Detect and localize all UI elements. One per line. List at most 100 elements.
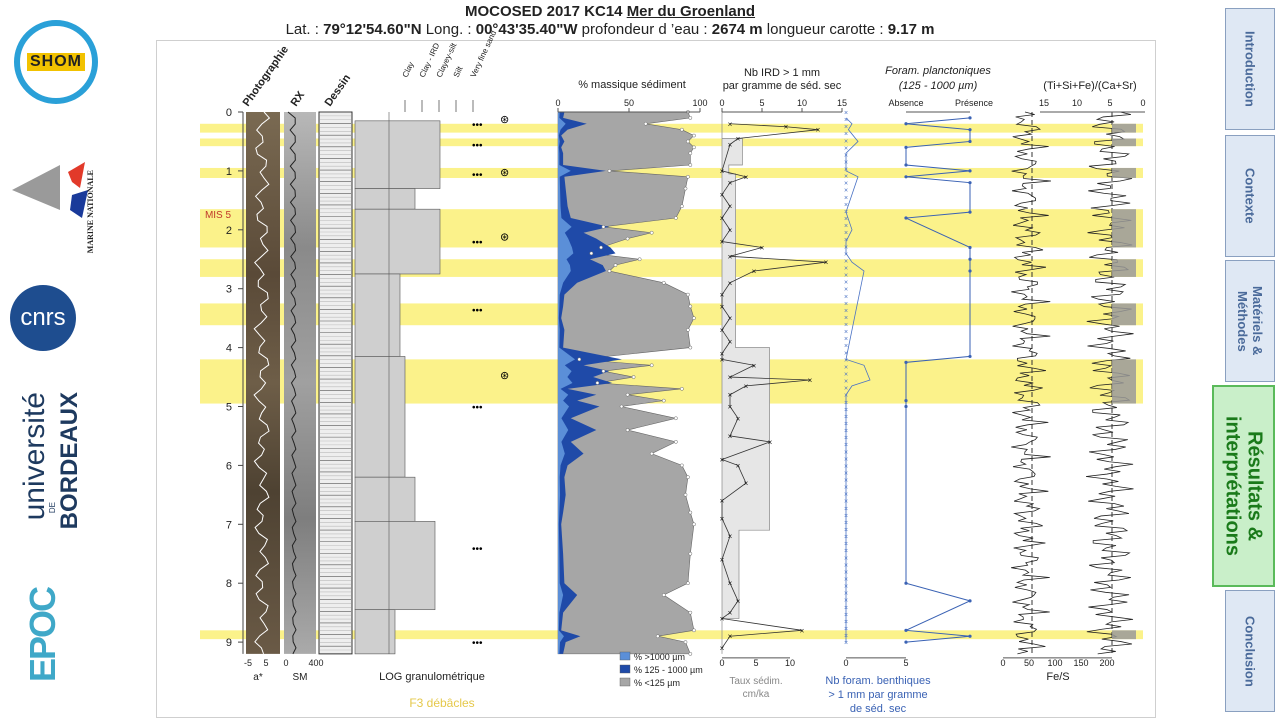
benthic-point: × bbox=[844, 499, 848, 506]
rx-header: RX bbox=[289, 89, 308, 109]
ird-point: × bbox=[744, 173, 749, 182]
ird-tick-label: 5 bbox=[759, 98, 764, 108]
ird-point: × bbox=[736, 135, 741, 144]
sed-label-1: Taux sédim. bbox=[729, 676, 782, 687]
mass-point bbox=[607, 169, 612, 173]
benthic-point: × bbox=[844, 195, 848, 202]
ird-point: × bbox=[720, 190, 725, 199]
ird-point: × bbox=[728, 432, 733, 441]
xrf-tick-label: 0 bbox=[1140, 98, 1145, 108]
ird-point: × bbox=[728, 373, 733, 382]
sed-tick-label: 0 bbox=[719, 658, 724, 668]
mass-point bbox=[674, 439, 678, 444]
ird-point: × bbox=[816, 126, 821, 135]
depth-tick-label: 5 bbox=[226, 402, 232, 414]
log-block bbox=[354, 208, 441, 275]
mass-point bbox=[688, 551, 693, 556]
ird-header-2: par gramme de séd. sec bbox=[723, 80, 842, 92]
xrf-tick-label: 15 bbox=[1039, 98, 1049, 108]
ird-point: × bbox=[728, 579, 733, 588]
benthic-point: × bbox=[844, 357, 848, 364]
benthic-point: × bbox=[844, 167, 848, 174]
benthic-point: × bbox=[844, 379, 848, 386]
nav-materiels-methodes[interactable]: Matériels & Méthodes bbox=[1225, 260, 1275, 382]
cnrs-logo: cnrs bbox=[10, 285, 76, 351]
title-part: 00°43'35.40"W bbox=[475, 21, 578, 38]
log-block bbox=[354, 188, 416, 210]
benthic-point: × bbox=[844, 555, 848, 562]
mass-point bbox=[688, 652, 693, 656]
title-part: 9.17 m bbox=[887, 21, 935, 38]
benthic-point: × bbox=[844, 223, 848, 230]
ird-point: × bbox=[720, 291, 725, 300]
mass-point bbox=[692, 316, 696, 320]
ird-point: × bbox=[800, 626, 805, 635]
benthic-point: × bbox=[844, 350, 848, 357]
benthic-point: × bbox=[844, 188, 848, 195]
plankton-absence: Absence bbox=[888, 98, 923, 108]
log-label: LOG granulométrique bbox=[379, 671, 485, 683]
ird-point: × bbox=[744, 382, 749, 391]
mass-header: % massique sédiment bbox=[578, 79, 686, 91]
ird-point: × bbox=[728, 252, 733, 261]
benthic-point: × bbox=[844, 372, 848, 379]
xrf-ratio-line bbox=[1011, 111, 1052, 655]
benthic-point: × bbox=[844, 230, 848, 237]
ird-point: × bbox=[744, 479, 749, 488]
ird-header-1: Nb IRD > 1 mm bbox=[744, 67, 820, 79]
a-star-tick: 5 bbox=[263, 658, 268, 668]
depth-tick-label: 6 bbox=[226, 460, 232, 472]
benthic-point: × bbox=[844, 117, 848, 124]
benthic-point: × bbox=[844, 258, 848, 265]
ird-point: × bbox=[720, 326, 725, 335]
benthic-point: × bbox=[844, 294, 848, 301]
mass-point bbox=[680, 386, 684, 391]
mass-point bbox=[683, 186, 688, 191]
benthic-point: × bbox=[844, 598, 848, 605]
mass-125-1000-area bbox=[558, 112, 622, 654]
ird-point: × bbox=[728, 338, 733, 347]
nav-conclusion[interactable]: Conclusion bbox=[1225, 590, 1275, 712]
mass-point bbox=[686, 475, 690, 480]
log-block bbox=[354, 609, 396, 655]
benthic-label-3: de séd. sec bbox=[850, 703, 907, 715]
plankton-point bbox=[968, 354, 972, 359]
nav-introduction[interactable]: Introduction bbox=[1225, 8, 1275, 130]
benthic-point: × bbox=[844, 633, 848, 640]
log-block bbox=[354, 273, 401, 357]
mass-point bbox=[686, 139, 690, 144]
benthic-point: × bbox=[844, 591, 848, 598]
benthic-point: × bbox=[844, 619, 848, 626]
benthic-point: × bbox=[844, 421, 848, 428]
benthic-point: × bbox=[844, 244, 848, 251]
sed-tick-label: 10 bbox=[785, 658, 795, 668]
fes-tick-label: 150 bbox=[1073, 658, 1088, 668]
plankton-point bbox=[968, 181, 972, 185]
benthic-label-1: Nb foram. benthiques bbox=[825, 675, 931, 687]
mass-point bbox=[601, 225, 606, 229]
benthic-point: × bbox=[844, 237, 848, 244]
xrf-gray-fill bbox=[1112, 123, 1136, 133]
figure-panel bbox=[156, 40, 1156, 718]
mass-point bbox=[649, 363, 654, 368]
foram-symbol: ⊛ bbox=[500, 114, 509, 126]
benthic-point: × bbox=[844, 343, 848, 350]
depth-tick-label: 8 bbox=[226, 578, 232, 590]
xrf-header: (Ti+Si+Fe)/(Ca+Sr) bbox=[1043, 80, 1136, 92]
ird-symbol: ••• bbox=[472, 305, 483, 316]
benthic-point: × bbox=[844, 315, 848, 322]
mass-point bbox=[692, 522, 696, 527]
title-line-2: Lat. : 79°12'54.60"N Long. : 00°43'35.40… bbox=[150, 21, 1070, 39]
plankton-point bbox=[904, 628, 908, 632]
ird-symbol: ••• bbox=[472, 140, 483, 151]
nav-resultats[interactable]: Résultats & interprétations bbox=[1212, 385, 1275, 587]
nav-contexte[interactable]: Contexte bbox=[1225, 135, 1275, 257]
plankton-point bbox=[968, 269, 972, 273]
legend-label: % <125 µm bbox=[634, 678, 680, 688]
benthic-point: × bbox=[844, 584, 848, 591]
benthic-point: × bbox=[844, 209, 848, 216]
benthic-point: × bbox=[844, 159, 848, 166]
plankton-point bbox=[968, 116, 972, 120]
plankton-point bbox=[968, 210, 972, 214]
